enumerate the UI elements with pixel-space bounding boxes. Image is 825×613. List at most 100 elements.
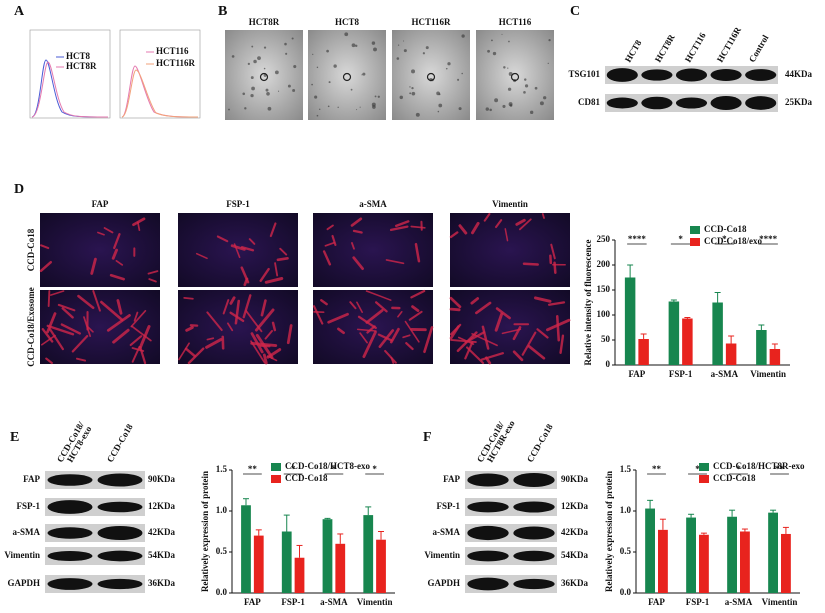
vesicle bbox=[502, 104, 506, 108]
protein-label: Vimentin bbox=[4, 550, 40, 560]
vesicle bbox=[292, 88, 296, 92]
cell bbox=[147, 270, 159, 275]
cell bbox=[470, 297, 480, 305]
cell bbox=[259, 267, 270, 282]
blot-band bbox=[513, 473, 555, 487]
vesicle bbox=[508, 40, 510, 43]
vesicle bbox=[274, 70, 279, 75]
blot-band bbox=[97, 578, 143, 590]
cell bbox=[184, 347, 196, 358]
bar bbox=[645, 508, 655, 593]
cell bbox=[402, 334, 411, 339]
legend-label: HCT8 bbox=[66, 51, 91, 61]
size-label: 44KDa bbox=[785, 69, 813, 79]
cell bbox=[326, 224, 334, 231]
bar bbox=[658, 529, 668, 593]
vesicle bbox=[457, 78, 460, 81]
cell bbox=[97, 231, 105, 236]
cell bbox=[130, 310, 147, 328]
blot-band bbox=[467, 550, 509, 562]
lane-label: HCT8 bbox=[623, 38, 644, 64]
cell bbox=[365, 290, 392, 301]
size-label: 54KDa bbox=[561, 550, 589, 560]
x-tick-label: a-SMA bbox=[711, 369, 739, 379]
lane-label: HCT116R bbox=[715, 25, 743, 64]
decorations bbox=[39, 30, 789, 593]
fluorescence-image bbox=[40, 290, 160, 364]
cell bbox=[410, 225, 426, 229]
cell bbox=[60, 323, 81, 335]
vesicle bbox=[247, 62, 250, 66]
cell bbox=[264, 277, 284, 284]
cell bbox=[533, 296, 552, 303]
y-axis-title: Relatively expression of protein bbox=[200, 471, 210, 592]
cell bbox=[466, 346, 485, 365]
cell bbox=[352, 256, 364, 271]
vesicle bbox=[242, 92, 246, 96]
cell bbox=[269, 222, 277, 238]
vesicle bbox=[253, 59, 257, 64]
vesicle bbox=[543, 96, 547, 100]
vesicle bbox=[287, 84, 291, 88]
panel-label: B bbox=[218, 4, 227, 19]
y-tick-label: 1.0 bbox=[216, 505, 228, 515]
y-tick-label: 0.0 bbox=[216, 587, 228, 597]
vesicle bbox=[458, 107, 462, 111]
vesicle bbox=[507, 87, 512, 91]
y-tick-label: 50 bbox=[601, 334, 611, 344]
legend-swatch bbox=[690, 238, 700, 246]
vesicle bbox=[337, 106, 339, 109]
cell bbox=[92, 290, 101, 312]
vesicle bbox=[328, 81, 331, 84]
vesicle bbox=[356, 109, 358, 111]
cell bbox=[248, 238, 256, 245]
vesicle bbox=[250, 76, 254, 80]
blot-band bbox=[513, 550, 555, 562]
cell bbox=[226, 322, 234, 332]
protein-label: a-SMA bbox=[433, 527, 461, 537]
significance: * bbox=[695, 464, 700, 474]
vesicle bbox=[425, 46, 429, 50]
cell bbox=[550, 243, 556, 260]
blot-band bbox=[710, 69, 742, 81]
cell bbox=[494, 312, 504, 332]
image-title: HCT116R bbox=[411, 17, 451, 27]
legend-label: HCT116R bbox=[156, 58, 196, 68]
cell bbox=[397, 310, 403, 318]
panel-label: A bbox=[14, 4, 25, 19]
y-tick-label: 1.5 bbox=[216, 464, 228, 474]
cell bbox=[47, 290, 51, 307]
cell bbox=[138, 324, 151, 349]
blot-band bbox=[641, 69, 673, 81]
cell bbox=[527, 344, 546, 360]
x-tick-label: FAP bbox=[244, 597, 261, 607]
cell bbox=[100, 300, 124, 322]
cell bbox=[555, 315, 561, 342]
cell bbox=[359, 332, 368, 344]
legend-swatch bbox=[271, 463, 281, 471]
vesicle bbox=[548, 39, 551, 42]
cell bbox=[137, 221, 141, 232]
cell bbox=[129, 335, 143, 347]
bar bbox=[712, 302, 723, 365]
blot-band bbox=[467, 577, 509, 591]
cell bbox=[243, 277, 249, 287]
vesicle bbox=[523, 91, 526, 94]
significance: ** bbox=[775, 464, 785, 474]
lane-label: CCD-Co18 bbox=[525, 422, 555, 464]
vesicle bbox=[265, 88, 269, 92]
bar bbox=[686, 517, 696, 593]
cell bbox=[471, 221, 480, 235]
bar bbox=[253, 535, 264, 593]
cell bbox=[512, 350, 524, 362]
column-title: FAP bbox=[92, 199, 109, 209]
cell bbox=[349, 301, 357, 310]
protein-label: TSG101 bbox=[568, 69, 600, 79]
cell bbox=[250, 332, 264, 354]
cell bbox=[456, 331, 478, 353]
x-tick-label: FSP-1 bbox=[669, 369, 693, 379]
cell bbox=[133, 311, 139, 322]
x-tick-label: a-SMA bbox=[320, 597, 348, 607]
vesicle bbox=[494, 98, 499, 103]
vesicle bbox=[509, 104, 513, 107]
